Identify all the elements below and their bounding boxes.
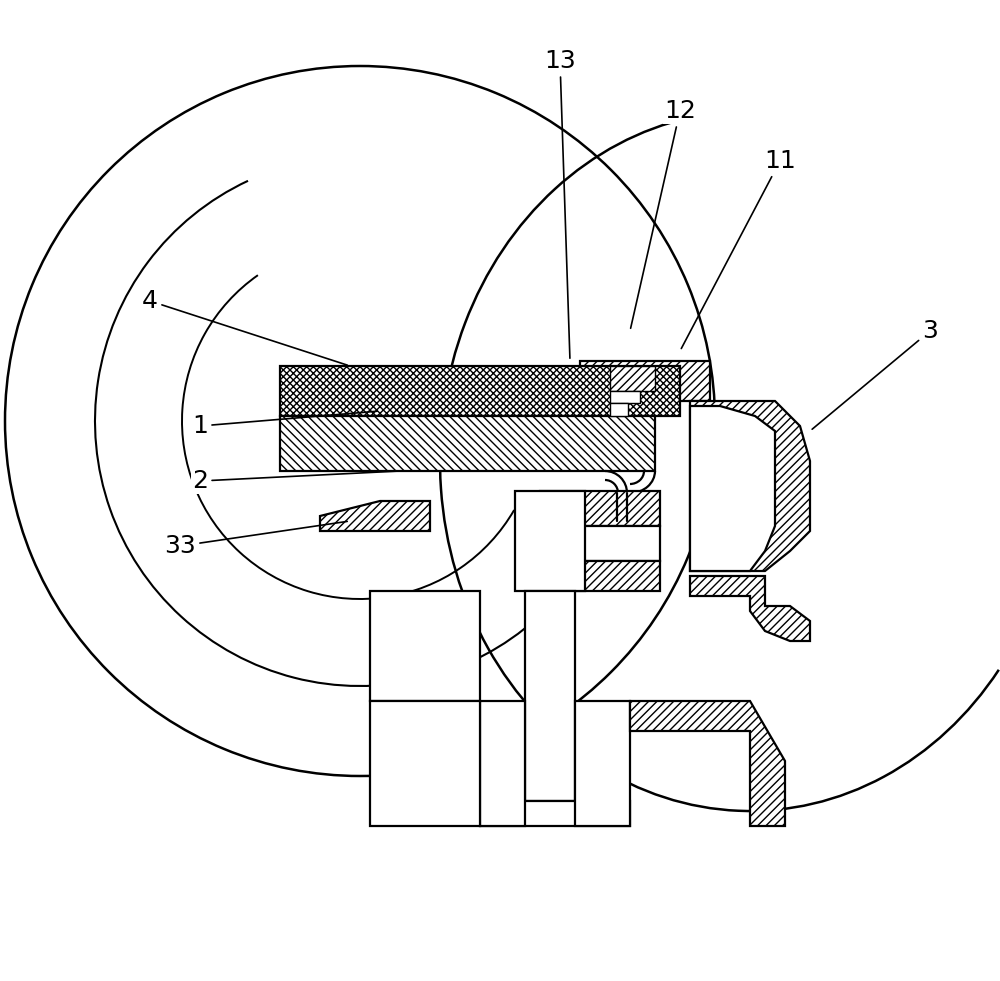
Polygon shape (280, 416, 655, 471)
Text: 12: 12 (631, 99, 696, 329)
Polygon shape (690, 576, 810, 641)
Polygon shape (610, 403, 628, 416)
Polygon shape (370, 701, 480, 826)
Polygon shape (690, 401, 810, 571)
Polygon shape (690, 406, 775, 571)
Polygon shape (515, 491, 585, 591)
Polygon shape (480, 801, 630, 826)
Polygon shape (575, 701, 630, 826)
Text: 11: 11 (681, 149, 796, 348)
Polygon shape (540, 491, 660, 526)
Text: 3: 3 (812, 319, 938, 430)
Polygon shape (580, 361, 710, 401)
Polygon shape (630, 701, 785, 826)
Text: 4: 4 (142, 289, 347, 365)
Polygon shape (480, 701, 525, 826)
Polygon shape (610, 391, 640, 403)
Text: 33: 33 (164, 522, 347, 558)
Polygon shape (540, 526, 660, 561)
Polygon shape (280, 366, 680, 416)
Text: 2: 2 (192, 469, 397, 493)
Polygon shape (610, 366, 655, 391)
Text: 13: 13 (544, 49, 576, 358)
Text: 1: 1 (192, 411, 377, 438)
Polygon shape (320, 501, 430, 531)
Polygon shape (525, 591, 575, 801)
Polygon shape (540, 561, 660, 591)
Polygon shape (370, 591, 480, 701)
